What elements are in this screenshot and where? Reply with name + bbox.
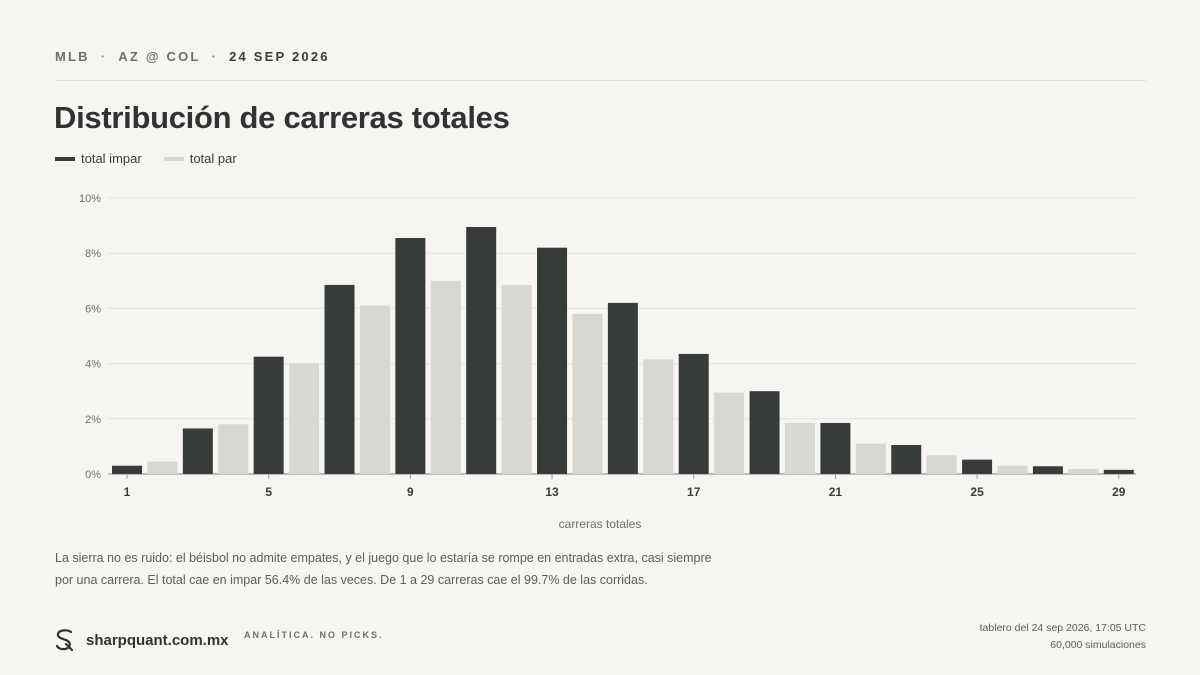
bar-even <box>997 465 1028 474</box>
bar-even <box>855 443 886 474</box>
bar-even <box>218 424 249 474</box>
bar-odd <box>820 422 851 474</box>
x-tick-label: 9 <box>407 485 414 499</box>
legend-item-even: total par <box>163 151 237 166</box>
legend-label-even: total par <box>189 151 237 166</box>
bar-even <box>572 313 603 474</box>
y-tick-label: 0% <box>85 469 101 481</box>
bar-odd <box>537 247 568 474</box>
simulation-count: 60,000 simulaciones <box>1050 639 1146 651</box>
runs-distribution-chart: 0% 2% 4% 6% 8% 10% 1 5 9 13 17 21 25 29 <box>79 193 1136 499</box>
bar-even <box>147 461 178 474</box>
header-divider <box>55 80 1146 81</box>
bar-odd <box>253 356 284 474</box>
x-axis-title-wrap: carreras totales <box>0 517 1200 531</box>
footer-meta: tablero del 24 sep 2026, 17:05 UTC 60,00… <box>980 620 1146 654</box>
y-tick-label: 8% <box>85 248 101 260</box>
bar-odd <box>749 391 780 474</box>
bar-even <box>926 455 957 474</box>
bar-even <box>430 280 461 474</box>
brand: sharpquant.com.mx <box>54 628 229 652</box>
bar-even <box>784 422 815 474</box>
note-line-1: La sierra no es ruido: el béisbol no adm… <box>55 551 712 565</box>
legend-item-odd: total impar <box>55 151 142 166</box>
sq-logo-icon <box>55 629 74 652</box>
note-line-2: por una carrera. El total cae en impar 5… <box>55 573 648 587</box>
league-label: MLB <box>55 49 90 64</box>
bar-odd <box>182 428 213 474</box>
y-tick-label: 4% <box>85 359 101 371</box>
brand-name: sharpquant.com.mx <box>86 631 229 649</box>
bar-odd <box>678 353 709 474</box>
y-tick-label: 10% <box>79 193 101 205</box>
bar-odd <box>112 465 142 474</box>
header-separator: · <box>211 49 219 64</box>
chart-legend: total impar total par <box>55 151 259 166</box>
header: MLB · AZ @ COL · 24 SEP 2026 <box>55 49 330 64</box>
chart-note: La sierra no es ruido: el béisbol no adm… <box>55 547 715 591</box>
header-separator: · <box>100 49 108 64</box>
x-tick-label: 17 <box>687 485 701 499</box>
y-tick-label: 6% <box>85 303 101 315</box>
bar-odd <box>466 226 497 474</box>
bar-odd <box>395 238 426 474</box>
matchup-label: AZ @ COL <box>118 49 201 64</box>
x-tick-label: 5 <box>265 485 272 499</box>
bar-even <box>643 359 674 474</box>
x-tick-label: 1 <box>124 485 131 499</box>
x-axis-title: carreras totales <box>558 517 642 531</box>
y-tick-label: 2% <box>85 414 101 426</box>
bar-odd <box>607 302 638 474</box>
bar-odd <box>1103 469 1134 474</box>
bar-odd <box>962 459 993 474</box>
bar-even <box>359 305 390 474</box>
bar-odd <box>324 284 355 474</box>
timestamp: tablero del 24 sep 2026, 17:05 UTC <box>979 622 1146 634</box>
legend-swatch-odd <box>55 156 75 161</box>
x-tick-label: 25 <box>970 485 984 499</box>
legend-swatch-even <box>163 156 184 161</box>
bar-even <box>714 392 745 474</box>
x-tick-label: 13 <box>545 485 559 499</box>
bar-even <box>289 363 320 474</box>
game-date: 24 SEP 2026 <box>229 49 330 64</box>
page-title: Distribución de carreras totales <box>54 100 510 135</box>
bar-odd <box>891 445 922 474</box>
x-tick-label: 21 <box>829 485 843 499</box>
bar-even <box>1068 469 1099 474</box>
bar-odd <box>1032 466 1063 474</box>
legend-label-odd: total impar <box>81 151 142 166</box>
x-tick-label: 29 <box>1112 485 1126 499</box>
tagline: ANALÍTICA. NO PICKS. <box>244 630 384 640</box>
bar-even <box>501 284 532 474</box>
